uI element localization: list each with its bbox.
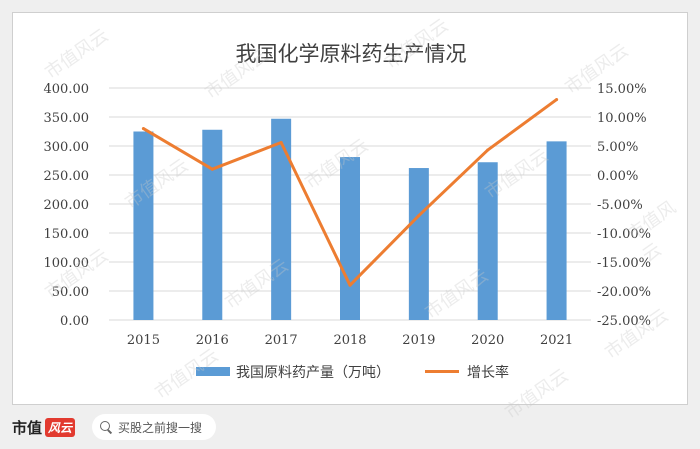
right-tick-label: 10.00% [597,111,647,126]
x-tick-label: 2017 [265,333,298,348]
chart-title: 我国化学原料药生产情况 [236,42,467,66]
right-tick-label: -5.00% [597,198,643,213]
bar-2017 [271,118,292,321]
x-tick-label: 2019 [402,333,435,348]
left-tick-label: 150.00 [44,227,90,242]
x-tick-label: 2015 [127,333,160,348]
right-tick-label: 15.00% [597,82,647,97]
left-tick-label: 100.00 [44,256,90,271]
growth-point-2015 [141,127,145,131]
growth-point-2018 [348,283,352,287]
legend-bar-swatch [196,367,230,376]
x-tick-label: 2020 [471,333,504,348]
right-tick-label: -20.00% [597,285,651,300]
right-tick-label: -25.00% [597,314,651,329]
brand-logo[interactable]: 市值 风云 [12,416,76,438]
left-tick-label: 200.00 [44,198,90,213]
bar-2018 [340,157,360,320]
legend: 我国原料药产量（万吨） 增长率 [196,364,509,381]
bar-2021 [546,141,567,320]
chart-card: 我国化学原料药生产情况 0.00 50.00 100.00 150.00 200.00 2… [12,12,688,405]
left-tick-label: 400.00 [44,82,90,97]
growth-point-2016 [210,167,214,171]
right-tick-label: 0.00% [597,169,638,184]
x-tick-label: 2021 [540,333,573,348]
right-tick-label: 5.00% [597,140,638,155]
legend-line-label: 增长率 [467,364,509,381]
growth-point-2021 [555,98,559,102]
logo-text: 市值 [12,418,43,437]
left-tick-label: 50.00 [52,285,89,300]
growth-point-2019 [417,214,421,218]
left-tick-label: 0.00 [60,314,89,329]
bar-2019 [408,168,429,320]
bar-2015 [133,131,154,320]
right-tick-label: -15.00% [597,256,651,271]
growth-point-2017 [279,141,283,145]
x-tick-label: 2018 [333,333,366,348]
bar-2020 [477,162,498,320]
bar-2016 [202,129,223,320]
growth-point-2020 [486,148,490,152]
search-icon [100,421,113,434]
x-tick-label: 2016 [196,333,229,348]
footer-bar: 市值 风云 买股之前搜一搜 [0,405,700,449]
left-tick-label: 250.00 [44,169,90,184]
logo-badge: 风云 [45,417,76,437]
legend-bar-label: 我国原料药产量（万吨） [236,365,390,381]
chart: 我国化学原料药生产情况 0.00 50.00 100.00 150.00 200.00 2… [44,42,651,381]
left-tick-label: 300.00 [44,140,90,155]
search-box[interactable]: 买股之前搜一搜 [92,414,216,440]
left-tick-label: 350.00 [44,111,90,126]
right-tick-label: -10.00% [597,227,651,242]
search-placeholder: 买股之前搜一搜 [118,420,203,435]
